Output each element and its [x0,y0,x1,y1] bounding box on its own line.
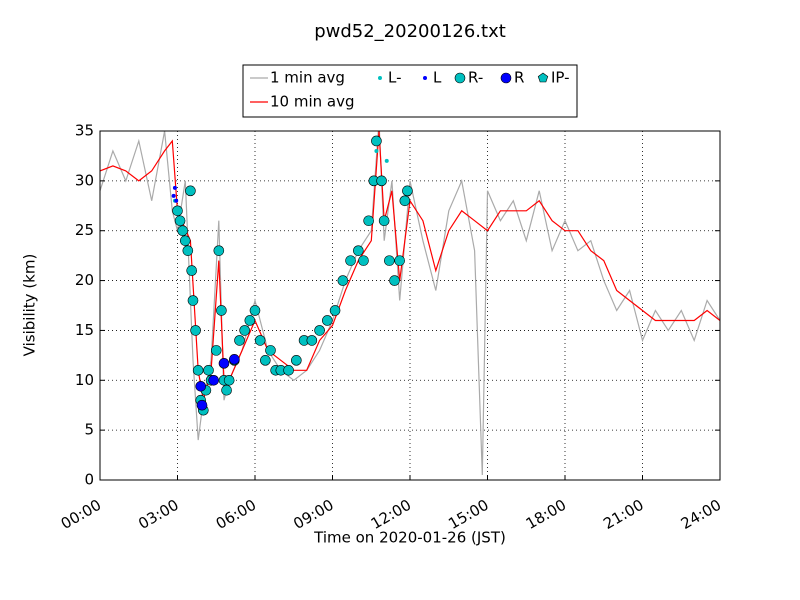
marker [221,384,232,396]
legend-label: R [514,69,524,87]
marker [378,215,390,227]
marker [174,215,186,227]
marker [345,255,356,266]
marker [234,335,245,346]
marker [213,245,225,256]
legend-swatch [454,72,466,84]
x-axis-label: Time on 2020-01-26 (JST) [313,529,506,547]
legend-swatch [500,72,512,84]
marker [389,275,400,286]
marker [172,185,177,190]
marker [353,245,364,256]
marker [192,365,204,376]
legend-label: L- [388,69,402,87]
marker [174,198,179,203]
y-tick-label: 5 [84,421,94,439]
marker [203,365,214,376]
marker [208,374,219,386]
marker [182,245,194,256]
marker [171,193,176,198]
marker [376,175,387,187]
legend-swatch [378,76,382,80]
marker [218,358,230,369]
marker [249,305,261,316]
marker [306,335,318,346]
y-tick-label: 10 [75,371,94,389]
marker [283,365,294,376]
marker [187,295,199,306]
marker [190,325,201,336]
series-line [100,131,720,476]
y-tick-label: 25 [75,221,94,239]
marker [314,325,325,336]
legend-box [242,64,578,118]
marker [337,275,349,286]
legend: 1 min avg L- L R- R IP- 10 min avg [250,69,570,111]
marker [260,355,271,366]
marker [195,380,207,392]
marker [172,205,183,217]
marker [244,315,256,326]
marker [196,399,208,411]
y-tick-label: 35 [75,122,94,140]
marker [179,235,191,246]
marker [329,305,341,316]
marker [254,335,266,346]
marker [223,374,235,386]
legend-swatch [537,72,549,83]
y-tick-label: 30 [75,171,94,189]
marker [291,355,302,366]
y-tick-label: 15 [75,321,94,339]
legend-label: L [433,69,442,87]
marker [322,315,333,326]
legend-label: 10 min avg [270,93,355,111]
marker [374,148,379,153]
marker [399,195,411,207]
legend-label: R- [468,69,483,87]
plot-area [100,131,720,476]
legend-label: IP- [551,69,570,87]
chart-title: pwd52_20200126.txt [314,21,506,42]
marker [265,345,276,356]
y-tick-label: 0 [84,471,94,489]
marker [229,354,240,365]
marker [358,255,369,266]
marker [384,255,395,266]
marker [186,265,198,276]
marker [185,185,196,197]
y-axis-label: Visibility (km) [21,254,39,357]
y-tick-label: 20 [75,271,94,289]
marker [371,135,382,147]
marker [216,305,227,316]
marker [384,158,389,163]
marker [210,345,222,356]
legend-label: 1 min avg [270,69,345,87]
legend-swatch [423,76,427,80]
marker [394,255,405,266]
marker [402,185,413,197]
marker [177,225,188,237]
marker [239,325,250,336]
marker [363,215,374,227]
